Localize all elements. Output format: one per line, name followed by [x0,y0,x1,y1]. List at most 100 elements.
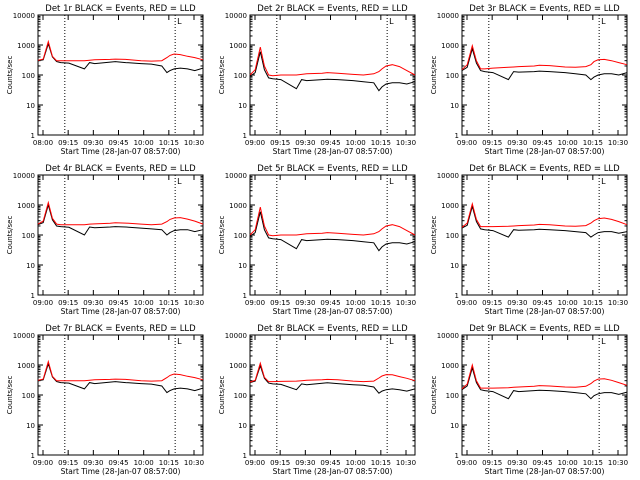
lld-series-line [249,206,416,237]
x-tick-label: 09:15 [58,139,78,147]
y-tick-label: 1000 [441,42,459,50]
y-tick-label: 10 [26,262,35,270]
y-tick-label: 100 [446,232,459,240]
x-tick-label: 09:00 [457,139,477,147]
y-tick-label: 10000 [437,172,459,180]
y-tick-label: 10 [238,262,247,270]
chart-panel: Det 2r BLACK = Events, RED = LLD 1 10 100 10… [218,4,416,156]
x-tick-label: 09:45 [108,459,128,467]
x-tick-label: 10:15 [583,459,603,467]
x-tick-label: 10:30 [396,139,416,147]
y-tick-label: 1 [455,452,459,460]
x-tick-label: 09:15 [482,139,502,147]
chart-panel: Det 6r BLACK = Events, RED = LLD 1 10 100 10… [430,164,628,316]
events-series-line [37,203,204,236]
x-tick-label: 10:15 [583,299,603,307]
chart-panel: Det 3r BLACK = Events, RED = LLD 1 10 100 10… [430,4,628,156]
chart-panel: Det 7r BLACK = Events, RED = LLD 1 10 100 10… [6,324,204,476]
chart-panel: Det 5r BLACK = Events, RED = LLD 1 10 100 10… [218,164,416,316]
y-axis-label: Counts/sec [430,376,438,415]
plot-frame [249,174,416,296]
x-tick-label: 10:00 [558,139,578,147]
y-tick-label: 100 [446,72,459,80]
x-tick-label: 10:15 [159,299,179,307]
x-tick-label: 09:00 [457,459,477,467]
y-tick-label: 100 [446,392,459,400]
x-axis-label: Start Time (28-Jan-07 08:57:00) [61,307,181,316]
y-tick-label: 10 [238,422,247,430]
y-tick-label: 1000 [229,202,247,210]
x-tick-label: 10:30 [396,459,416,467]
plot-frame [37,334,204,456]
x-tick-label: 10:30 [184,299,204,307]
x-tick-label: 10:00 [558,459,578,467]
y-tick-label: 10 [450,262,459,270]
y-tick-label: 1000 [441,362,459,370]
chart-title: Det 5r BLACK = Events, RED = LLD [257,164,408,174]
y-tick-label: 10000 [225,172,247,180]
chart-panel: Det 4r BLACK = Events, RED = LLD 1 10 100 10… [6,164,204,316]
plot-frame [249,14,416,136]
x-tick-label: 10:00 [346,459,366,467]
chart-title: Det 2r BLACK = Events, RED = LLD [257,4,408,14]
x-axis-label: Start Time (28-Jan-07 08:57:00) [485,147,605,156]
y-tick-label: 1000 [441,202,459,210]
y-tick-label: 10 [26,422,35,430]
lld-series-line [249,361,416,383]
plot-frame [37,14,204,136]
y-axis-label: Counts/sec [430,56,438,95]
y-tick-label: 10 [450,422,459,430]
x-tick-label: 10:30 [184,139,204,147]
y-tick-label: 1 [243,132,247,140]
marker-label: L [177,17,182,26]
y-tick-label: 100 [234,392,247,400]
x-tick-label: 09:30 [295,299,315,307]
lld-series-line [249,46,416,77]
lld-series-line [461,363,628,390]
lld-series-line [461,43,628,71]
plot-frame [461,174,628,296]
events-series-line [37,42,204,74]
y-tick-label: 10000 [225,332,247,340]
x-tick-label: 09:30 [295,459,315,467]
x-tick-label: 09:15 [58,459,78,467]
y-axis-label: Counts/sec [6,376,14,415]
chart-title: Det 4r BLACK = Events, RED = LLD [45,164,196,174]
events-series-line [461,366,628,400]
y-tick-label: 1000 [229,362,247,370]
y-tick-label: 100 [22,232,35,240]
y-tick-label: 10000 [13,12,35,20]
x-tick-label: 09:00 [33,299,53,307]
x-tick-label: 09:15 [58,299,78,307]
x-tick-label: 09:30 [83,139,103,147]
chart-panel: Det 9r BLACK = Events, RED = LLD 1 10 100 10… [430,324,628,476]
plot-frame [461,334,628,456]
x-tick-label: 09:30 [507,139,527,147]
marker-label: L [177,177,182,186]
x-tick-label: 09:00 [33,459,53,467]
y-tick-label: 1 [455,292,459,300]
x-tick-label: 10:15 [583,139,603,147]
marker-label: L [389,337,394,346]
x-tick-label: 10:00 [134,139,154,147]
x-tick-label: 09:00 [245,139,265,147]
x-tick-label: 08:00 [33,139,53,147]
x-tick-label: 09:30 [507,299,527,307]
y-axis-label: Counts/sec [218,216,226,255]
marker-label: L [389,177,394,186]
marker-label: L [601,337,606,346]
x-tick-label: 09:30 [295,139,315,147]
y-tick-label: 1 [243,452,247,460]
y-axis-label: Counts/sec [430,216,438,255]
y-tick-label: 10000 [437,332,459,340]
x-tick-label: 09:15 [482,299,502,307]
plot-frame [37,174,204,296]
y-tick-label: 1 [243,292,247,300]
x-tick-label: 10:30 [608,299,628,307]
events-series-line [249,364,416,394]
y-axis-label: Counts/sec [6,216,14,255]
chart-panel: Det 8r BLACK = Events, RED = LLD 1 10 100 10… [218,324,416,476]
x-tick-label: 09:45 [320,459,340,467]
y-tick-label: 1000 [229,42,247,50]
y-tick-label: 100 [22,72,35,80]
